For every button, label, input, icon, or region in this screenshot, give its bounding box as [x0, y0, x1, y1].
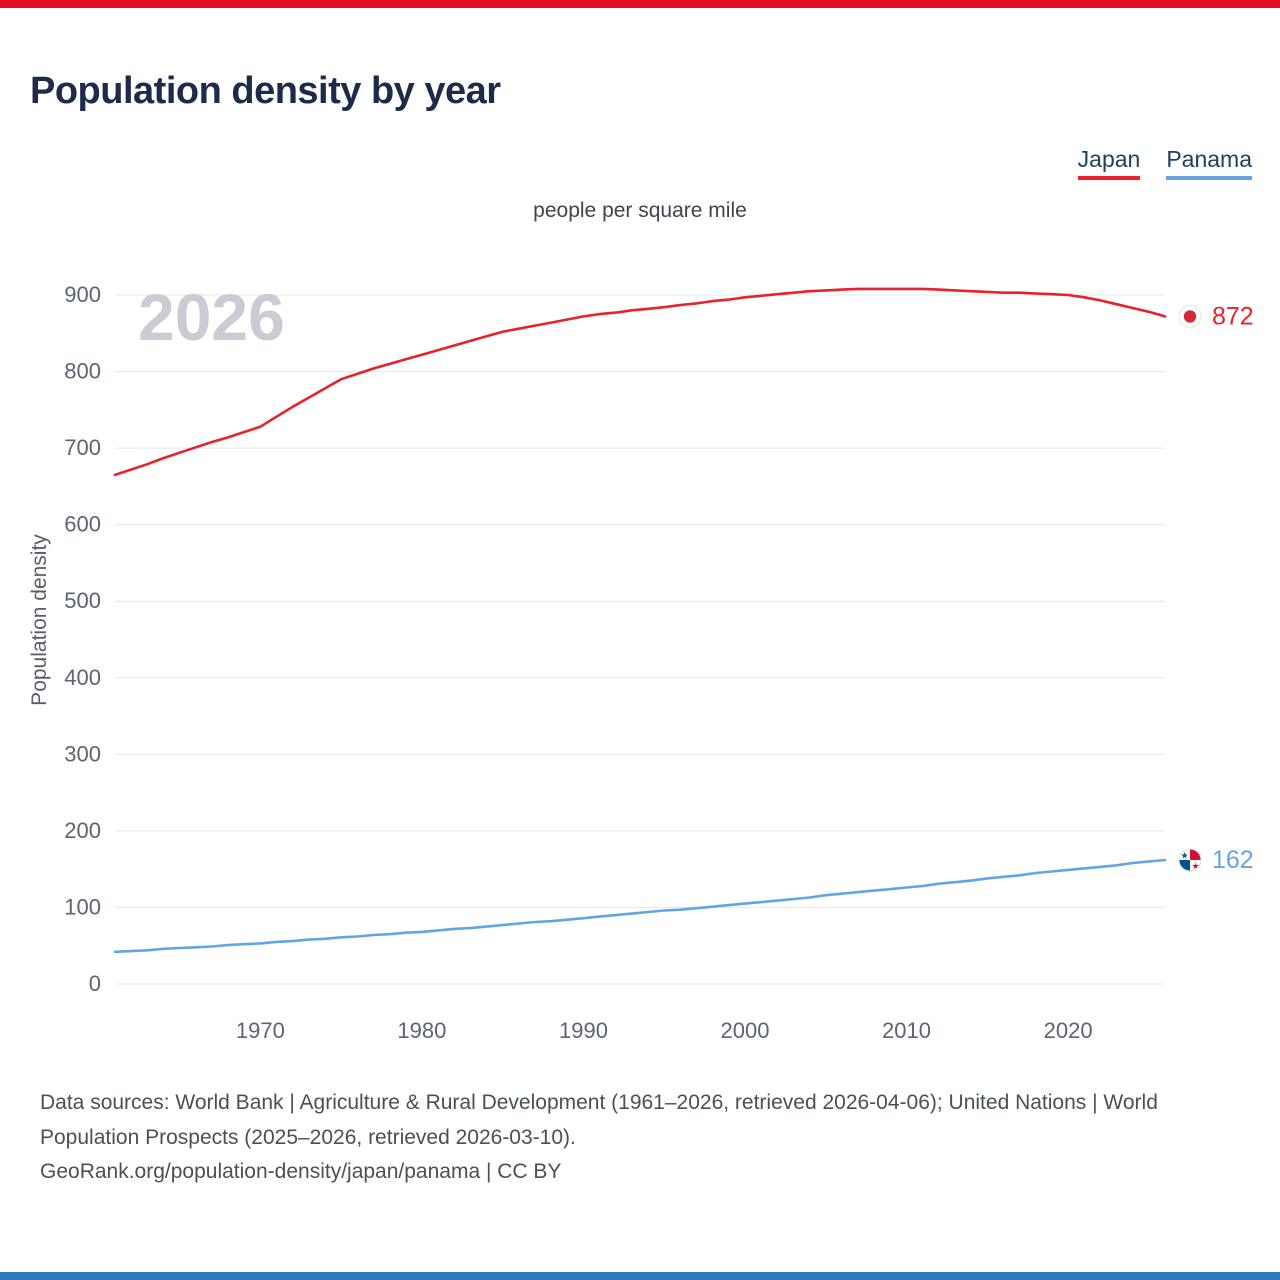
y-tick-label: 100 [64, 894, 101, 919]
y-tick-label: 500 [64, 588, 101, 613]
legend: Japan Panama [1077, 146, 1252, 180]
x-tick-label: 2020 [1044, 1018, 1093, 1043]
attribution-text: GeoRank.org/population-density/japan/pan… [40, 1160, 562, 1184]
y-tick-label: 200 [64, 818, 101, 843]
x-tick-label: 1980 [397, 1018, 446, 1043]
japan-flag-icon [1178, 304, 1202, 328]
x-tick-label: 2010 [882, 1018, 931, 1043]
y-tick-label: 0 [89, 971, 101, 996]
x-tick-label: 1990 [559, 1018, 608, 1043]
top-accent-bar [0, 0, 1280, 8]
data-sources-text: Data sources: World Bank | Agriculture &… [40, 1091, 1158, 1149]
legend-item-panama[interactable]: Panama [1166, 146, 1252, 180]
chart-unit-subtitle: people per square mile [533, 199, 747, 222]
x-tick-label: 2000 [721, 1018, 770, 1043]
line-chart: 0 100 200 300 400 500 600 700 800 900 1970 1980 1990… [28, 280, 1254, 1043]
series-line-japan [113, 287, 1167, 477]
y-tick-label: 300 [64, 741, 101, 766]
japan-flag-sun [1183, 310, 1197, 323]
y-tick-label: 900 [64, 282, 101, 307]
y-tick-label: 600 [64, 512, 101, 537]
watermark-year: 2026 [138, 280, 285, 354]
end-value-japan: 872 [1212, 302, 1254, 330]
legend-item-japan[interactable]: Japan [1077, 146, 1141, 180]
y-tick-label: 800 [64, 359, 101, 384]
series-line-panama [113, 858, 1167, 954]
x-tick-label: 1970 [236, 1018, 285, 1043]
y-tick-label: 400 [64, 665, 101, 690]
svg-text:★: ★ [1191, 861, 1199, 871]
y-axis-label: Population density [28, 534, 51, 706]
svg-text:★: ★ [1180, 850, 1188, 860]
panama-flag-icon: ★★ [1179, 848, 1201, 871]
bottom-accent-bar [0, 1272, 1280, 1280]
panama-flag-border [1178, 848, 1202, 872]
footer: Data sources: World Bank | Agriculture &… [40, 1086, 1240, 1190]
page-title: Population density by year [30, 70, 501, 112]
y-tick-label: 700 [64, 435, 101, 460]
end-value-panama: 162 [1212, 846, 1254, 874]
